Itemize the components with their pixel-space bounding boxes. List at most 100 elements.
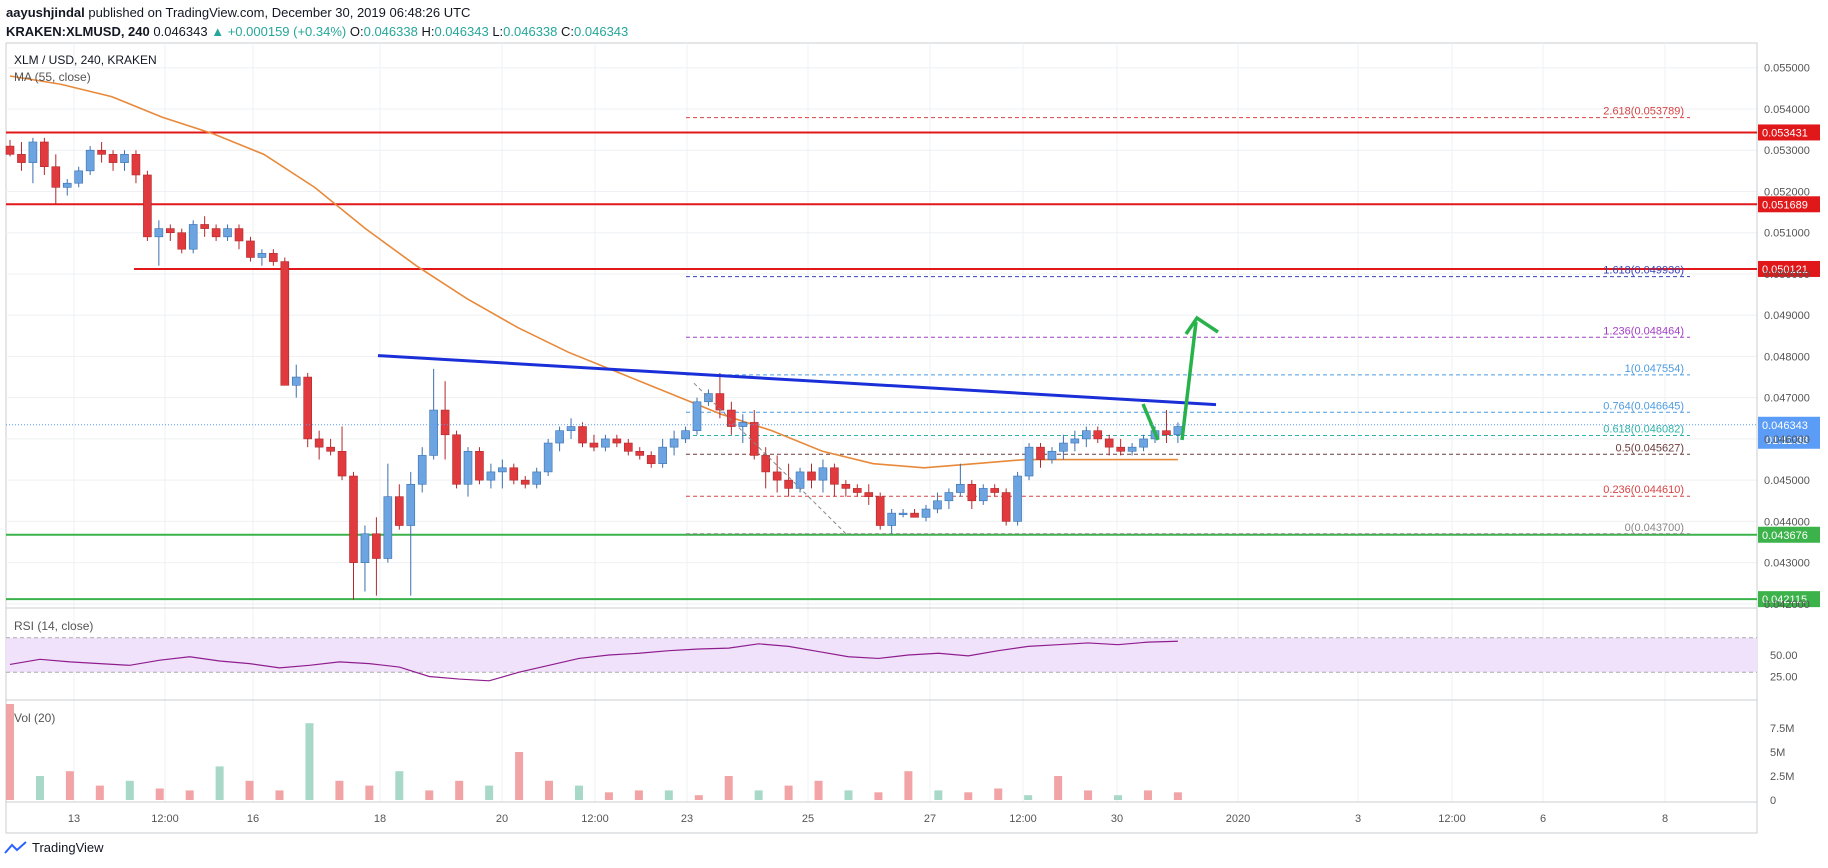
bear-candle xyxy=(1093,430,1103,440)
bear-candle xyxy=(349,475,358,563)
bear-candle xyxy=(440,409,450,436)
volume-bar xyxy=(1054,776,1063,800)
bull-candle xyxy=(463,450,473,485)
x-tick-label: 12:00 xyxy=(151,813,179,825)
bear-candle xyxy=(761,455,771,473)
bear-candle xyxy=(394,496,404,526)
bear-candle xyxy=(864,492,874,497)
y-tick-label: 0.043000 xyxy=(1764,558,1810,570)
bear-candle xyxy=(246,240,255,258)
volume-bar xyxy=(964,792,973,800)
bear-candle xyxy=(990,488,1000,493)
resistance-price-label: 0.050121 xyxy=(1762,264,1808,276)
bear-candle xyxy=(51,166,61,188)
support-price-tag xyxy=(1758,526,1820,543)
bull-candle xyxy=(944,492,954,502)
bull-candle xyxy=(383,496,393,559)
volume-bar xyxy=(275,790,284,800)
bull-candle xyxy=(1047,450,1057,460)
bear-candle xyxy=(211,228,221,238)
bull-candle xyxy=(85,149,95,172)
bull-candle xyxy=(257,253,267,258)
rsi-legend: RSI (14, close) xyxy=(14,619,93,633)
volume-bar xyxy=(1114,795,1123,800)
y-tick-label: 0.050000 xyxy=(1764,269,1810,281)
bull-candle xyxy=(1013,475,1022,522)
fib-level-label: 0.5(0.045627) xyxy=(1616,442,1685,454)
volume-bar xyxy=(574,785,583,800)
bull-candle xyxy=(692,401,702,431)
x-tick-label: 3 xyxy=(1355,813,1361,825)
bull-candle xyxy=(486,471,496,481)
bull-candle xyxy=(921,508,931,518)
volume-bar xyxy=(814,780,823,800)
bull-candle xyxy=(601,438,610,448)
bull-candle xyxy=(956,483,965,493)
bear-candle xyxy=(807,471,816,481)
volume-bar xyxy=(784,785,793,800)
volume-bar xyxy=(305,723,314,800)
bull-candle xyxy=(498,467,507,473)
bear-candle xyxy=(40,141,49,168)
volume-bar xyxy=(65,771,74,800)
rsi-tick-label: 25.00 xyxy=(1770,672,1798,684)
last-price-text: 0.046343 xyxy=(153,24,208,39)
high-value: 0.046343 xyxy=(434,24,489,39)
volume-bar xyxy=(365,785,374,800)
y-tick-label: 0.051000 xyxy=(1764,228,1810,240)
bear-candle xyxy=(727,409,736,427)
bull-candle xyxy=(681,430,690,440)
bear-candle xyxy=(520,479,530,485)
volume-bar xyxy=(604,792,613,800)
bull-candle xyxy=(360,533,370,563)
bear-candle xyxy=(131,154,141,176)
x-tick-label: 20 xyxy=(496,813,508,825)
fib-level-label: 1(0.047554) xyxy=(1625,363,1684,375)
volume-bar xyxy=(664,790,673,800)
bear-candle xyxy=(280,261,290,386)
y-tick-label: 0.045000 xyxy=(1764,475,1810,487)
bull-candle xyxy=(1127,446,1137,452)
bull-candle xyxy=(154,228,164,238)
bull-candle xyxy=(566,426,576,431)
bear-candle xyxy=(578,426,587,444)
fib-level-label: 0.618(0.046082) xyxy=(1603,424,1684,436)
volume-bar xyxy=(934,790,943,800)
volume-bar xyxy=(185,790,194,800)
volume-bar xyxy=(1173,792,1182,800)
bull-candle xyxy=(1082,430,1091,440)
volume-bar xyxy=(95,785,104,800)
bull-candle xyxy=(417,455,427,485)
bull-candle xyxy=(898,512,908,515)
footer-brand[interactable]: TradingView xyxy=(4,840,104,855)
bear-candle xyxy=(875,496,885,526)
bull-candle xyxy=(291,376,301,386)
volume-bar xyxy=(425,790,434,800)
volume-bar xyxy=(754,790,763,800)
bear-candle xyxy=(97,149,106,155)
fib-level-label: 0(0.043700) xyxy=(1625,522,1684,534)
brand-name: TradingView xyxy=(32,840,104,855)
price-change: ▲ +0.000159 (+0.34%) xyxy=(211,24,347,39)
x-tick-label: 30 xyxy=(1111,813,1123,825)
chart-frame xyxy=(5,42,1758,834)
bull-candle xyxy=(1139,438,1148,448)
close-value: 0.046343 xyxy=(574,24,629,39)
ma55-line xyxy=(9,75,1178,469)
bear-candle xyxy=(269,253,278,262)
volume-bar xyxy=(245,780,254,800)
bear-candle xyxy=(623,442,633,452)
volume-bar xyxy=(485,785,494,800)
bear-candle xyxy=(612,438,622,444)
x-tick-label: 27 xyxy=(924,813,936,825)
x-tick-label: 6 xyxy=(1540,813,1546,825)
author-name[interactable]: aayushjindal xyxy=(6,5,85,20)
resistance-price-tag xyxy=(1758,196,1820,213)
x-tick-label: 23 xyxy=(681,813,693,825)
volume-legend: Vol (20) xyxy=(14,711,55,725)
x-tick-label: 13 xyxy=(68,813,80,825)
volume-bar xyxy=(994,788,1003,800)
x-tick-label: 16 xyxy=(247,813,259,825)
bear-candle xyxy=(452,434,461,485)
